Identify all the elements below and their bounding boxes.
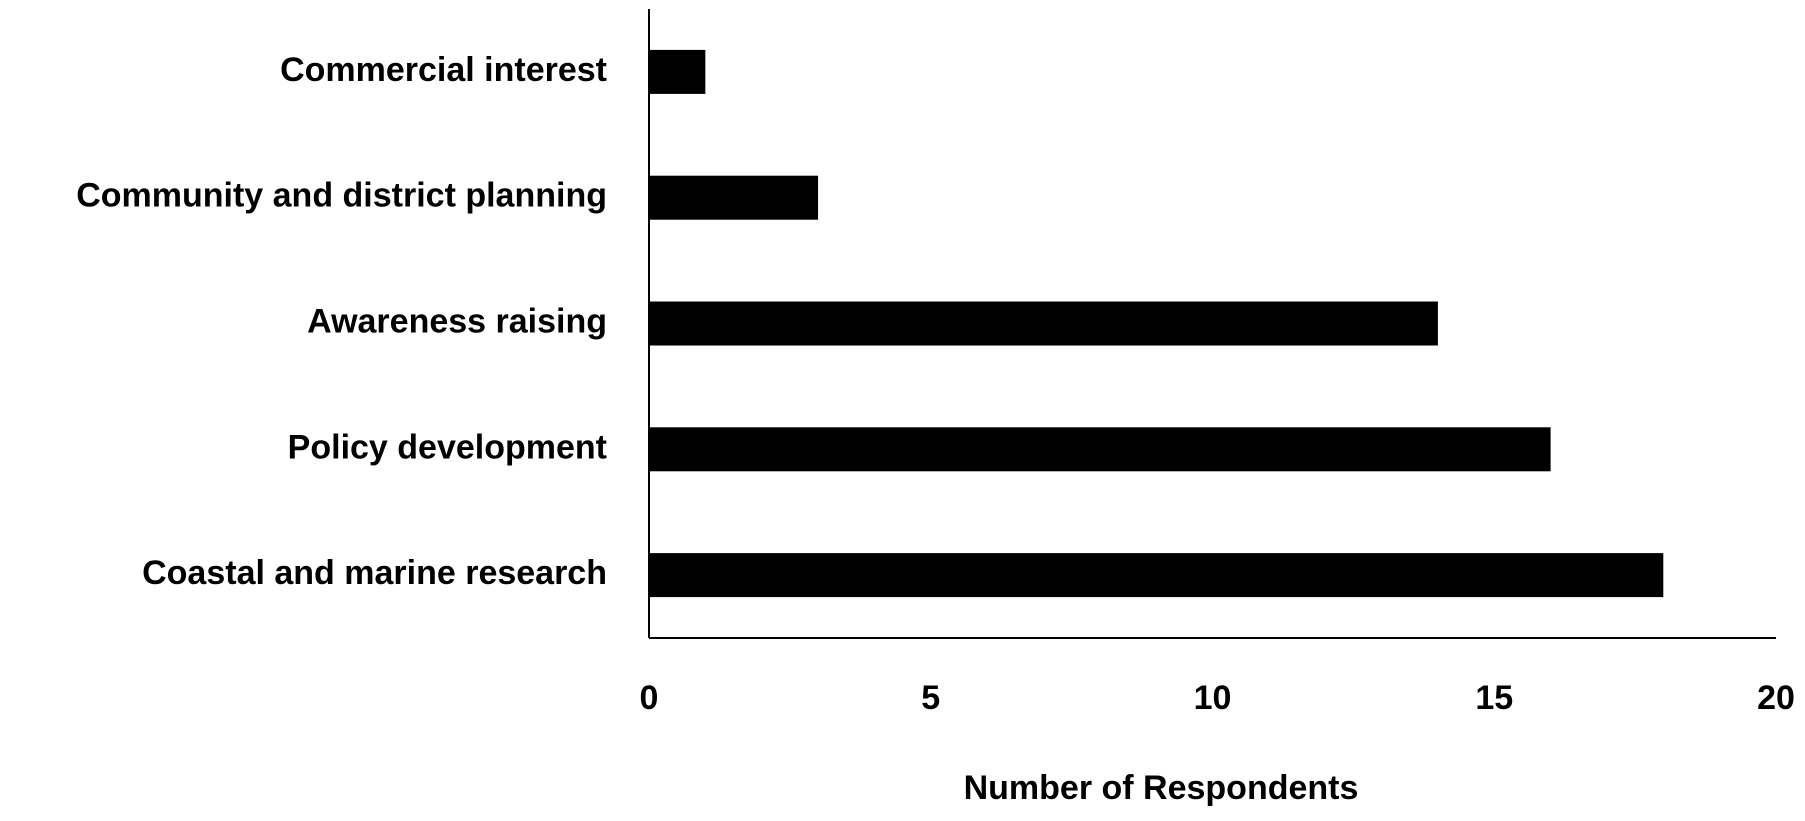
- bar: [649, 301, 1438, 346]
- x-tick-label: 10: [1194, 679, 1232, 717]
- y-tick-label: Awareness raising: [307, 302, 607, 340]
- bar: [649, 49, 706, 94]
- bar: [649, 427, 1551, 472]
- x-tick-label: 15: [1475, 679, 1513, 717]
- y-tick-label: Community and district planning: [76, 177, 607, 215]
- x-tick-label: 5: [921, 679, 940, 717]
- y-tick-label: Policy development: [288, 428, 607, 466]
- x-axis-label: Number of Respondents: [964, 769, 1359, 807]
- bar: [649, 553, 1664, 598]
- y-tick-label: Coastal and marine research: [142, 554, 607, 592]
- x-tick-label: 20: [1757, 679, 1795, 717]
- y-tick-label: Commercial interest: [280, 51, 607, 89]
- bar: [649, 175, 819, 220]
- x-tick-label: 0: [640, 679, 659, 717]
